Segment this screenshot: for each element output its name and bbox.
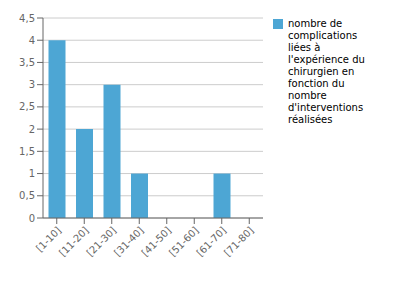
html-text:nombre: nombre <box>288 90 327 101</box>
html-text:fonction du: fonction du <box>288 78 345 89</box>
html-text:liées à: liées à <box>288 42 321 53</box>
html-text:complications: complications <box>288 30 358 41</box>
svg-text:[21-30]: [21-30] <box>84 224 119 259</box>
html-text:l'expérience du: l'expérience du <box>288 54 365 65</box>
html-text:chirurgien en: chirurgien en <box>288 66 355 77</box>
svg-text:0: 0 <box>29 213 35 224</box>
svg-text:1,5: 1,5 <box>19 146 35 157</box>
svg-text:[71-80]: [71-80] <box>222 225 256 259</box>
svg-text:[51-60]: [51-60] <box>166 224 201 259</box>
html-text:réalisées: réalisées <box>288 114 333 125</box>
svg-text:[1-10]: [1-10] <box>33 224 64 254</box>
svg-text:1: 1 <box>29 168 35 179</box>
html-text:d'interventions: d'interventions <box>288 102 364 113</box>
html-text:nombre de: nombre de <box>288 18 343 29</box>
svg-text:3: 3 <box>29 79 35 90</box>
svg-text:[61-70]: [61-70] <box>194 224 229 259</box>
svg-text:4,5: 4,5 <box>19 13 35 24</box>
svg-text:4: 4 <box>29 35 35 46</box>
svg-text:[31-40]: [31-40] <box>111 224 146 259</box>
svg-text:[11-20]: [11-20] <box>56 224 91 259</box>
svg-text:[41-50]: [41-50] <box>139 224 174 259</box>
svg-text:3,5: 3,5 <box>19 57 35 68</box>
svg-text:0,5: 0,5 <box>19 190 35 201</box>
svg-text:2: 2 <box>29 124 35 135</box>
svg-text:2,5: 2,5 <box>19 101 35 112</box>
